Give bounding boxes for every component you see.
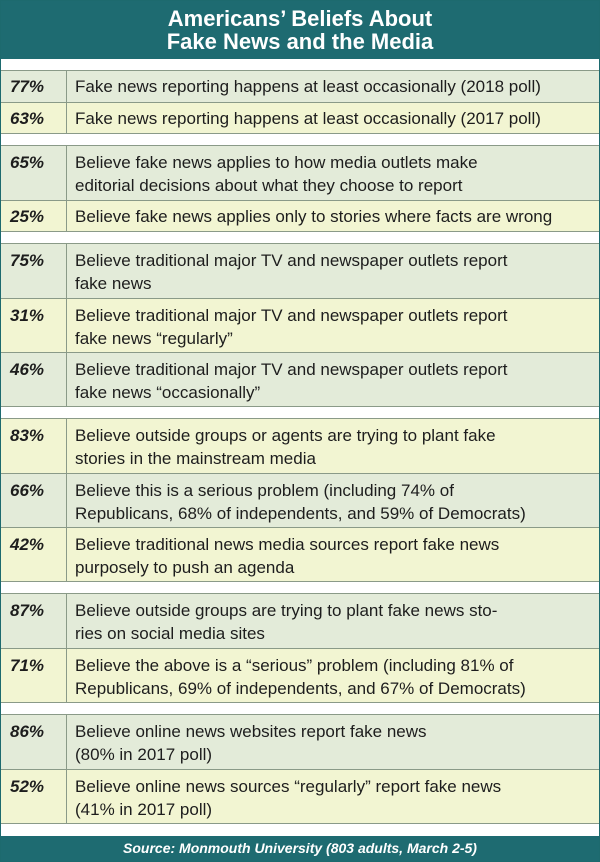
belief-text: Believe outside groups are trying to pla… xyxy=(67,594,599,648)
table-row: 66% Believe this is a serious problem (in… xyxy=(1,473,599,527)
percent-value: 87% xyxy=(1,594,67,648)
percent-value: 75% xyxy=(1,244,67,298)
table-row: 31% Believe traditional major TV and news… xyxy=(1,298,599,352)
group-gap xyxy=(1,134,599,145)
row-group: 65% Believe fake news applies to how medi… xyxy=(1,145,599,232)
row-group: 77% Fake news reporting happens at least … xyxy=(1,70,599,134)
table-row: 75% Believe traditional major TV and news… xyxy=(1,244,599,298)
table-body: 77% Fake news reporting happens at least … xyxy=(1,59,599,824)
percent-value: 25% xyxy=(1,201,67,231)
table-row: 52% Believe online news sources “regularl… xyxy=(1,769,599,823)
table-row: 25% Believe fake news applies only to sto… xyxy=(1,200,599,231)
belief-text-line: Believe outside groups are trying to pla… xyxy=(75,601,498,620)
row-group: 86% Believe online news websites report f… xyxy=(1,714,599,824)
table-row: 71% Believe the above is a “serious” prob… xyxy=(1,648,599,702)
belief-text: Believe fake news applies to how media o… xyxy=(67,146,599,200)
title-line-1: Americans’ Beliefs About xyxy=(167,6,433,31)
belief-text: Believe outside groups or agents are try… xyxy=(67,419,599,473)
belief-text-line: Republicans, 68% of independents, and 59… xyxy=(75,504,526,523)
belief-text-line: Believe the above is a “serious” problem… xyxy=(75,656,514,675)
belief-text: Fake news reporting happens at least occ… xyxy=(67,71,599,102)
table-row: 77% Fake news reporting happens at least … xyxy=(1,71,599,102)
belief-text: Believe online news sources “regularly” … xyxy=(67,770,599,823)
source-note: Source: Monmouth University (803 adults,… xyxy=(1,836,599,861)
percent-value: 65% xyxy=(1,146,67,200)
group-gap xyxy=(1,59,599,70)
table-row: 65% Believe fake news applies to how medi… xyxy=(1,146,599,200)
group-gap xyxy=(1,232,599,243)
percent-value: 66% xyxy=(1,474,67,527)
table-row: 63% Fake news reporting happens at least … xyxy=(1,102,599,133)
group-gap xyxy=(1,703,599,714)
title-line-2: Fake News and the Media xyxy=(166,29,434,54)
belief-text-line: fake news “occasionally” xyxy=(75,383,261,402)
belief-text-line: fake news xyxy=(75,274,152,293)
row-group: 83% Believe outside groups or agents are … xyxy=(1,418,599,582)
percent-value: 52% xyxy=(1,770,67,823)
belief-text: Believe traditional major TV and newspap… xyxy=(67,244,599,298)
belief-text-line: fake news “regularly” xyxy=(75,329,233,348)
percent-value: 71% xyxy=(1,649,67,702)
row-group: 87% Believe outside groups are trying to … xyxy=(1,593,599,703)
belief-text-line: Believe fake news applies to how media o… xyxy=(75,153,478,172)
group-gap xyxy=(1,407,599,418)
percent-value: 63% xyxy=(1,103,67,133)
belief-text-line: stories in the mainstream media xyxy=(75,449,316,468)
table-row: 46% Believe traditional major TV and news… xyxy=(1,352,599,406)
belief-text-line: Believe traditional news media sources r… xyxy=(75,535,500,554)
belief-text: Fake news reporting happens at least occ… xyxy=(67,103,599,133)
belief-text-line: Believe traditional major TV and newspap… xyxy=(75,251,508,270)
belief-text: Believe this is a serious problem (inclu… xyxy=(67,474,599,527)
belief-text: Believe traditional major TV and newspap… xyxy=(67,299,599,352)
belief-text-line: editorial decisions about what they choo… xyxy=(75,176,463,195)
belief-text-line: purposely to push an agenda xyxy=(75,558,295,577)
belief-text-line: Believe traditional major TV and newspap… xyxy=(75,360,508,379)
table-row: 42% Believe traditional news media source… xyxy=(1,527,599,581)
belief-text-line: ries on social media sites xyxy=(75,624,265,643)
belief-text-line: Believe this is a serious problem (inclu… xyxy=(75,481,454,500)
belief-text: Believe traditional news media sources r… xyxy=(67,528,599,581)
belief-text: Believe fake news applies only to storie… xyxy=(67,201,599,231)
table-title: Americans’ Beliefs About Fake News and t… xyxy=(1,1,599,59)
belief-text: Believe traditional major TV and newspap… xyxy=(67,353,599,406)
percent-value: 31% xyxy=(1,299,67,352)
percent-value: 77% xyxy=(1,71,67,102)
group-gap xyxy=(1,582,599,593)
percent-value: 83% xyxy=(1,419,67,473)
table-row: 87% Believe outside groups are trying to … xyxy=(1,594,599,648)
belief-text-line: Fake news reporting happens at least occ… xyxy=(75,109,541,128)
belief-text: Believe online news websites report fake… xyxy=(67,715,599,769)
percent-value: 86% xyxy=(1,715,67,769)
belief-text-line: Believe outside groups or agents are try… xyxy=(75,426,496,445)
belief-text-line: Republicans, 69% of independents, and 67… xyxy=(75,679,526,698)
belief-text: Believe the above is a “serious” problem… xyxy=(67,649,599,702)
row-group: 75% Believe traditional major TV and news… xyxy=(1,243,599,407)
table-row: 83% Believe outside groups or agents are … xyxy=(1,419,599,473)
belief-text-line: Believe fake news applies only to storie… xyxy=(75,207,553,226)
belief-text-line: Believe online news sources “regularly” … xyxy=(75,777,502,796)
percent-value: 42% xyxy=(1,528,67,581)
belief-text-line: Believe online news websites report fake… xyxy=(75,722,427,741)
percent-value: 46% xyxy=(1,353,67,406)
belief-text-line: Believe traditional major TV and newspap… xyxy=(75,306,508,325)
belief-text-line: (80% in 2017 poll) xyxy=(75,745,213,764)
belief-text-line: (41% in 2017 poll) xyxy=(75,800,213,819)
table-row: 86% Believe online news websites report f… xyxy=(1,715,599,769)
belief-text-line: Fake news reporting happens at least occ… xyxy=(75,77,541,96)
